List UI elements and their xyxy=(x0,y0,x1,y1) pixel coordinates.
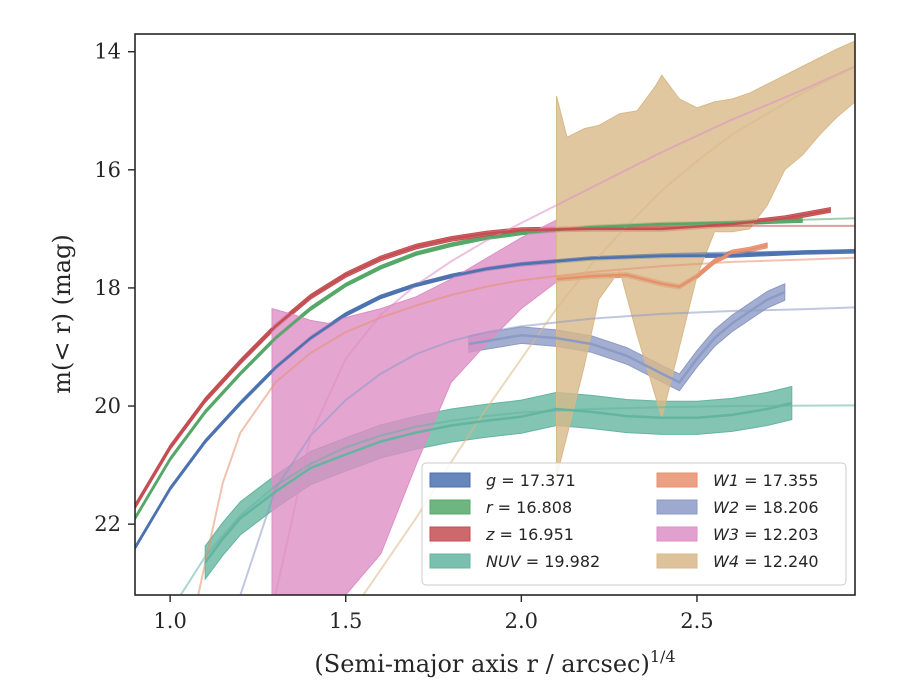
legend-label: W3 = 12.203 xyxy=(713,525,819,544)
y-tick-label: 14 xyxy=(94,40,121,64)
data-curve-1 xyxy=(135,219,803,519)
legend-label: z = 16.951 xyxy=(485,525,574,544)
x-tick-label: 2.5 xyxy=(680,609,713,633)
y-tick-label: 16 xyxy=(94,158,121,182)
legend-swatch xyxy=(656,499,698,515)
x-axis-title-main: (Semi-major axis r / arcsec) xyxy=(314,650,649,678)
model-curve-4 xyxy=(197,256,855,595)
x-tick-label: 1.0 xyxy=(153,609,186,633)
data-curve-5 xyxy=(468,290,786,384)
legend-swatch xyxy=(429,499,471,515)
data-curve-0 xyxy=(135,250,855,549)
plot-clipped-layer xyxy=(135,40,855,595)
legend-swatch xyxy=(429,472,471,488)
data-band-2 xyxy=(135,207,831,510)
legend-label: g = 17.371 xyxy=(486,471,576,490)
data-band-7 xyxy=(556,40,855,478)
legend-label: r = 16.808 xyxy=(486,498,572,517)
legend-swatch xyxy=(429,526,471,542)
y-axis-title: m(< r) (mag) xyxy=(48,234,76,393)
plot-frame xyxy=(134,33,856,596)
legend-label: W4 = 12.240 xyxy=(713,552,819,571)
axes: 1.0 1.5 2.0 2.5 14 16 18 20 22 xyxy=(94,40,713,633)
plot-area xyxy=(135,40,855,595)
data-curve-3 xyxy=(204,401,793,564)
legend-label: W2 = 18.206 xyxy=(713,498,819,517)
x-axis-title-superscript: 1/4 xyxy=(650,647,676,666)
legend-swatch xyxy=(656,553,698,569)
model-curve-3 xyxy=(179,404,855,595)
y-tick-label: 20 xyxy=(94,394,121,418)
legend-swatch xyxy=(429,553,471,569)
legend-box xyxy=(421,462,847,586)
data-curve-2 xyxy=(135,208,831,508)
legend-swatch xyxy=(656,472,698,488)
model-curve-7 xyxy=(362,65,855,595)
model-curve-6 xyxy=(274,65,855,595)
x-axis-title: (Semi-major axis r / arcsec)1/4 xyxy=(314,647,675,678)
legend-label: NUV = 19.982 xyxy=(486,552,600,571)
x-tick-label: 2.0 xyxy=(505,609,538,633)
y-tick-label: 18 xyxy=(94,276,121,300)
model-curve-5 xyxy=(239,306,855,595)
x-tick-label: 1.5 xyxy=(329,609,362,633)
data-curve-4 xyxy=(556,244,768,289)
y-tick-label: 22 xyxy=(94,512,121,536)
legend: g = 17.371 r = 16.808 z = 16.951 NUV = 19.9… xyxy=(421,462,847,586)
legend-swatch xyxy=(656,526,698,542)
legend-label: W1 = 17.355 xyxy=(713,471,819,490)
